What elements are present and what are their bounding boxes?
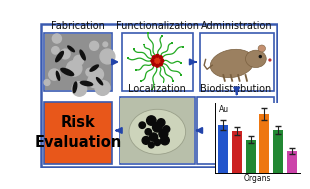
Circle shape: [142, 136, 150, 144]
Ellipse shape: [56, 70, 60, 81]
Bar: [120, 98, 194, 163]
Circle shape: [60, 49, 70, 59]
Circle shape: [156, 54, 159, 57]
Circle shape: [67, 61, 82, 76]
Circle shape: [86, 68, 94, 76]
Circle shape: [159, 129, 168, 138]
Circle shape: [153, 122, 162, 132]
Ellipse shape: [210, 49, 254, 78]
Circle shape: [91, 68, 104, 81]
Bar: [161, 35, 163, 37]
Text: Au: Au: [219, 105, 228, 114]
Bar: [171, 42, 173, 44]
Bar: [122, 33, 193, 91]
Bar: [218, 125, 228, 173]
Bar: [45, 34, 111, 91]
Circle shape: [100, 49, 115, 64]
Bar: [180, 62, 182, 64]
Bar: [120, 97, 195, 164]
Bar: [151, 88, 153, 90]
Circle shape: [95, 81, 110, 95]
Circle shape: [72, 82, 87, 96]
Bar: [246, 140, 255, 173]
Ellipse shape: [129, 109, 186, 154]
Bar: [127, 57, 129, 59]
Bar: [45, 103, 111, 163]
Text: Biodistribution: Biodistribution: [200, 84, 272, 94]
Circle shape: [152, 55, 163, 67]
Bar: [163, 81, 164, 83]
Bar: [182, 46, 184, 48]
Circle shape: [90, 41, 99, 50]
Circle shape: [103, 42, 108, 47]
Circle shape: [161, 136, 169, 145]
Bar: [44, 102, 112, 164]
Ellipse shape: [55, 51, 64, 62]
Text: Risk
Evaluation: Risk Evaluation: [34, 115, 122, 150]
Ellipse shape: [67, 45, 75, 52]
Bar: [200, 33, 274, 91]
Circle shape: [139, 122, 145, 128]
Circle shape: [269, 59, 271, 61]
Circle shape: [161, 59, 164, 62]
Text: Functionalization: Functionalization: [116, 21, 199, 31]
Bar: [273, 130, 283, 173]
Bar: [232, 131, 241, 173]
Ellipse shape: [96, 77, 103, 85]
Circle shape: [149, 133, 158, 141]
Bar: [180, 74, 182, 76]
Bar: [135, 69, 137, 71]
Circle shape: [157, 119, 165, 126]
Circle shape: [156, 64, 159, 67]
Bar: [287, 151, 297, 173]
Circle shape: [153, 63, 155, 66]
Circle shape: [159, 56, 162, 59]
Ellipse shape: [258, 45, 265, 52]
Ellipse shape: [73, 81, 78, 93]
X-axis label: Organs: Organs: [244, 174, 271, 183]
Text: Fabrication: Fabrication: [51, 21, 105, 31]
Ellipse shape: [79, 49, 86, 61]
Circle shape: [147, 116, 156, 125]
Circle shape: [49, 69, 60, 80]
Ellipse shape: [60, 68, 74, 76]
Circle shape: [44, 80, 50, 85]
Ellipse shape: [246, 50, 266, 67]
Text: Localization: Localization: [128, 84, 186, 94]
Bar: [143, 43, 145, 45]
Bar: [140, 80, 142, 82]
Bar: [259, 114, 269, 173]
Circle shape: [148, 142, 154, 148]
Bar: [197, 97, 274, 164]
Bar: [147, 32, 149, 34]
Ellipse shape: [89, 64, 99, 72]
Bar: [172, 80, 174, 82]
Circle shape: [259, 56, 261, 58]
Text: Administration: Administration: [201, 21, 272, 31]
Circle shape: [52, 34, 61, 43]
Circle shape: [88, 75, 101, 88]
Circle shape: [154, 139, 161, 146]
Bar: [44, 33, 112, 91]
Circle shape: [52, 47, 59, 54]
Circle shape: [153, 56, 155, 59]
Circle shape: [145, 129, 152, 135]
Ellipse shape: [80, 81, 93, 86]
Circle shape: [74, 55, 83, 65]
Bar: [133, 48, 135, 50]
Circle shape: [151, 59, 154, 62]
Circle shape: [159, 63, 162, 66]
Circle shape: [163, 126, 170, 132]
